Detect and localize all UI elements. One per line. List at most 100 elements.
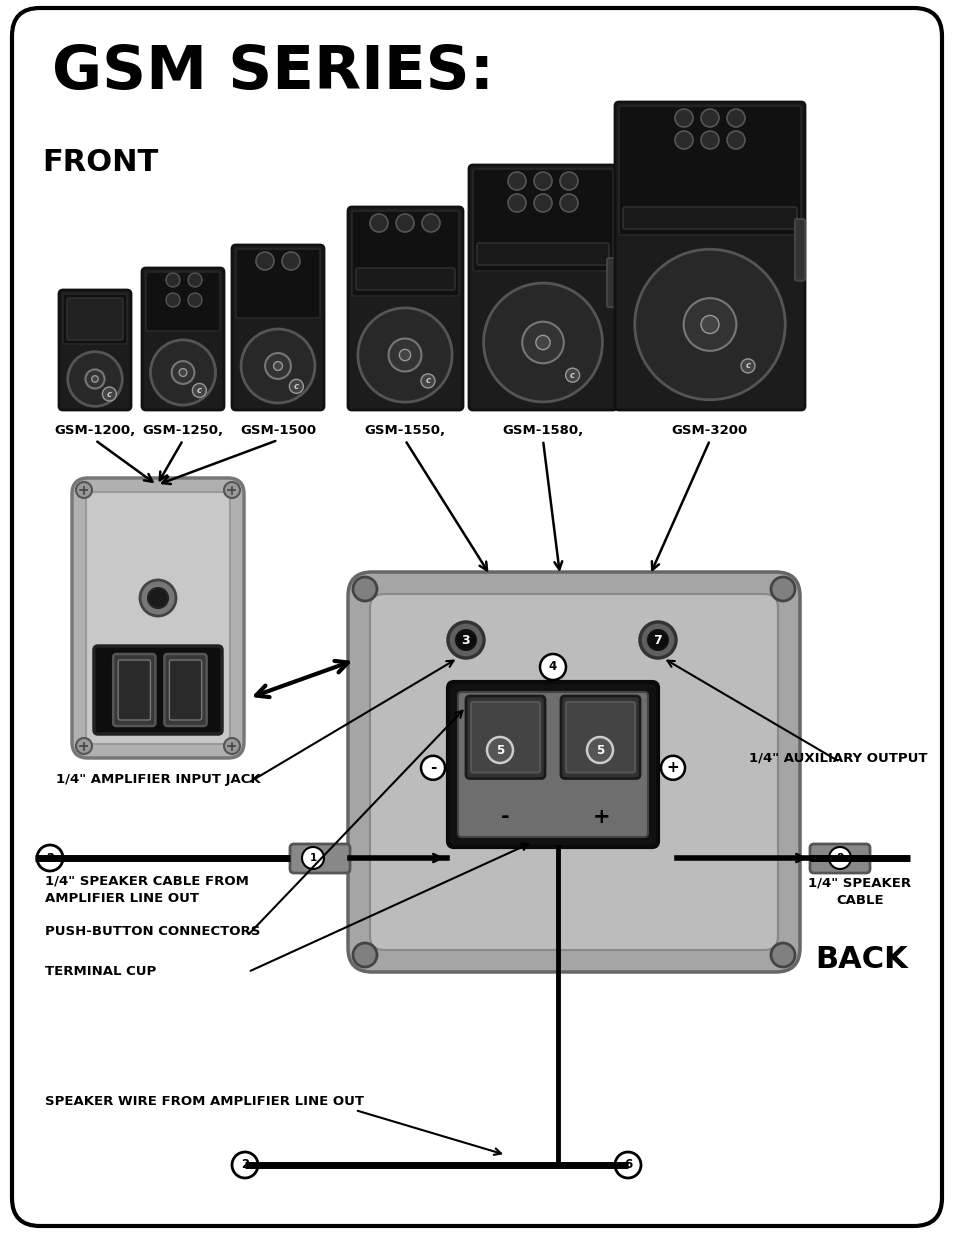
Circle shape (828, 847, 850, 869)
FancyBboxPatch shape (560, 697, 639, 778)
Circle shape (232, 1152, 257, 1178)
Circle shape (615, 1152, 640, 1178)
Circle shape (539, 655, 565, 680)
FancyBboxPatch shape (12, 7, 941, 1226)
Circle shape (166, 273, 180, 287)
Circle shape (274, 362, 282, 370)
Circle shape (151, 340, 215, 405)
Text: FRONT: FRONT (42, 148, 158, 177)
Text: PUSH-BUTTON CONNECTORS: PUSH-BUTTON CONNECTORS (45, 925, 260, 939)
Text: GSM-1550,: GSM-1550, (364, 424, 445, 437)
Text: 4: 4 (548, 661, 557, 673)
FancyBboxPatch shape (794, 219, 804, 280)
FancyBboxPatch shape (448, 682, 658, 847)
FancyBboxPatch shape (809, 844, 869, 873)
Circle shape (302, 847, 324, 869)
Circle shape (565, 368, 579, 382)
Circle shape (559, 194, 578, 212)
Circle shape (421, 214, 439, 232)
Circle shape (483, 283, 601, 401)
Text: GSM SERIES:: GSM SERIES: (52, 42, 494, 101)
Circle shape (140, 580, 175, 616)
Text: BACK: BACK (815, 946, 907, 974)
Circle shape (395, 214, 414, 232)
Text: 7: 7 (653, 634, 661, 646)
Circle shape (726, 109, 744, 127)
Circle shape (91, 375, 98, 383)
Text: GSM-1500: GSM-1500 (240, 424, 315, 437)
Text: GSM-1580,: GSM-1580, (502, 424, 583, 437)
Text: -: - (430, 761, 436, 776)
FancyBboxPatch shape (355, 268, 455, 290)
Circle shape (370, 214, 388, 232)
FancyBboxPatch shape (352, 211, 458, 296)
Text: 3: 3 (461, 634, 470, 646)
Text: 1/4" SPEAKER CABLE FROM: 1/4" SPEAKER CABLE FROM (45, 874, 249, 887)
Text: c: c (425, 377, 430, 385)
Circle shape (700, 315, 719, 333)
Circle shape (448, 622, 483, 658)
Circle shape (224, 482, 240, 498)
FancyBboxPatch shape (457, 692, 647, 837)
Text: 1/4" SPEAKER: 1/4" SPEAKER (807, 876, 911, 889)
Text: c: c (107, 389, 112, 399)
FancyBboxPatch shape (473, 169, 613, 270)
Text: AMPLIFIER LINE OUT: AMPLIFIER LINE OUT (45, 892, 199, 905)
Circle shape (353, 577, 376, 601)
Circle shape (193, 383, 206, 398)
Circle shape (634, 249, 784, 400)
FancyBboxPatch shape (348, 572, 800, 972)
Circle shape (282, 252, 299, 270)
FancyBboxPatch shape (618, 106, 801, 235)
Text: 1/4" AUXILIARY OUTPUT: 1/4" AUXILIARY OUTPUT (749, 752, 927, 764)
FancyBboxPatch shape (63, 294, 127, 345)
Circle shape (683, 298, 736, 351)
Text: GSM-1250,: GSM-1250, (142, 424, 223, 437)
Circle shape (76, 482, 91, 498)
Text: c: c (570, 370, 575, 379)
Text: 5: 5 (496, 743, 503, 757)
FancyBboxPatch shape (164, 655, 207, 726)
FancyBboxPatch shape (118, 659, 151, 720)
Circle shape (420, 374, 435, 388)
Circle shape (647, 630, 667, 650)
FancyBboxPatch shape (465, 697, 544, 778)
Circle shape (726, 131, 744, 149)
Text: 8: 8 (836, 853, 842, 863)
FancyBboxPatch shape (67, 298, 123, 340)
Circle shape (639, 622, 676, 658)
Circle shape (559, 172, 578, 190)
Text: GSM-3200: GSM-3200 (671, 424, 747, 437)
FancyBboxPatch shape (348, 207, 462, 410)
Text: 1/4" AMPLIFIER INPUT JACK: 1/4" AMPLIFIER INPUT JACK (55, 773, 260, 785)
Circle shape (700, 109, 719, 127)
Circle shape (770, 577, 794, 601)
FancyBboxPatch shape (606, 258, 617, 308)
Text: c: c (744, 362, 750, 370)
FancyBboxPatch shape (232, 245, 324, 410)
Circle shape (770, 944, 794, 967)
FancyBboxPatch shape (113, 655, 155, 726)
Circle shape (675, 109, 692, 127)
FancyBboxPatch shape (476, 243, 608, 266)
Text: c: c (196, 385, 202, 395)
Text: GSM-1200,: GSM-1200, (54, 424, 135, 437)
FancyBboxPatch shape (469, 165, 617, 410)
Circle shape (740, 359, 754, 373)
FancyBboxPatch shape (59, 290, 131, 410)
Circle shape (86, 369, 105, 389)
Circle shape (353, 944, 376, 967)
Circle shape (289, 379, 303, 393)
Circle shape (241, 329, 314, 403)
FancyBboxPatch shape (622, 207, 796, 228)
Circle shape (102, 387, 116, 401)
FancyBboxPatch shape (142, 268, 224, 410)
Circle shape (357, 308, 452, 403)
Circle shape (534, 172, 552, 190)
Circle shape (166, 293, 180, 308)
Text: 2: 2 (46, 851, 54, 864)
Circle shape (265, 353, 291, 379)
Circle shape (700, 131, 719, 149)
Text: +: + (592, 808, 610, 827)
Text: 1: 1 (309, 853, 316, 863)
